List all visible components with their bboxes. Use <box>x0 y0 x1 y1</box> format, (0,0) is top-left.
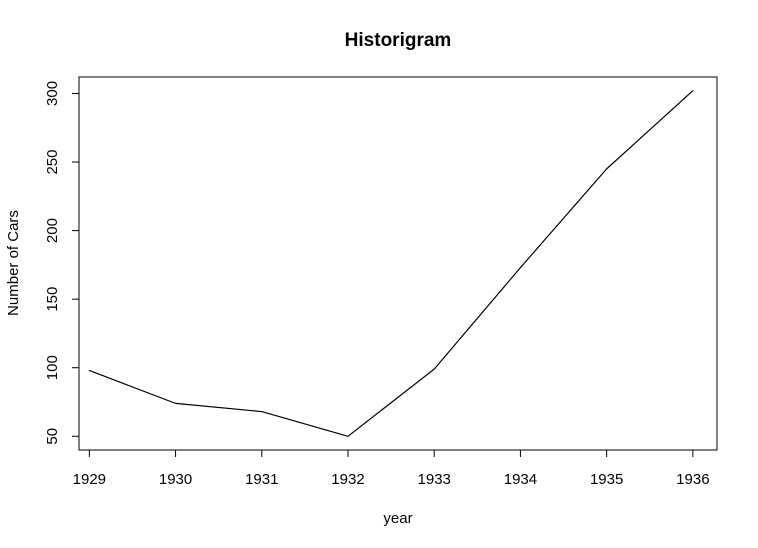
y-axis: 50 100 150 200 250 300 <box>44 81 80 445</box>
y-tick-label: 250 <box>44 150 61 175</box>
x-tick-label: 1929 <box>73 471 106 488</box>
x-tick-label: 1936 <box>676 471 709 488</box>
x-tick-label: 1935 <box>590 471 623 488</box>
y-tick-label: 300 <box>44 81 61 106</box>
x-tick-label: 1931 <box>245 471 278 488</box>
series-line <box>88 90 694 437</box>
plot-frame <box>78 76 718 451</box>
x-tick-label: 1934 <box>504 471 537 488</box>
y-axis-label: Number of Cars <box>5 210 22 316</box>
chart-title: Historigram <box>345 30 452 51</box>
y-tick-label: 50 <box>44 428 61 445</box>
y-tick-label: 150 <box>44 287 61 312</box>
x-tick-label: 1933 <box>418 471 451 488</box>
y-tick-label: 100 <box>44 355 61 380</box>
x-axis-label: year <box>383 510 412 527</box>
x-tick-label: 1930 <box>159 471 192 488</box>
x-tick-label: 1932 <box>331 471 364 488</box>
x-axis: 1929 1930 1931 1932 1933 1934 1935 1936 <box>73 449 710 488</box>
series-layer <box>88 90 694 437</box>
y-tick-label: 200 <box>44 218 61 243</box>
